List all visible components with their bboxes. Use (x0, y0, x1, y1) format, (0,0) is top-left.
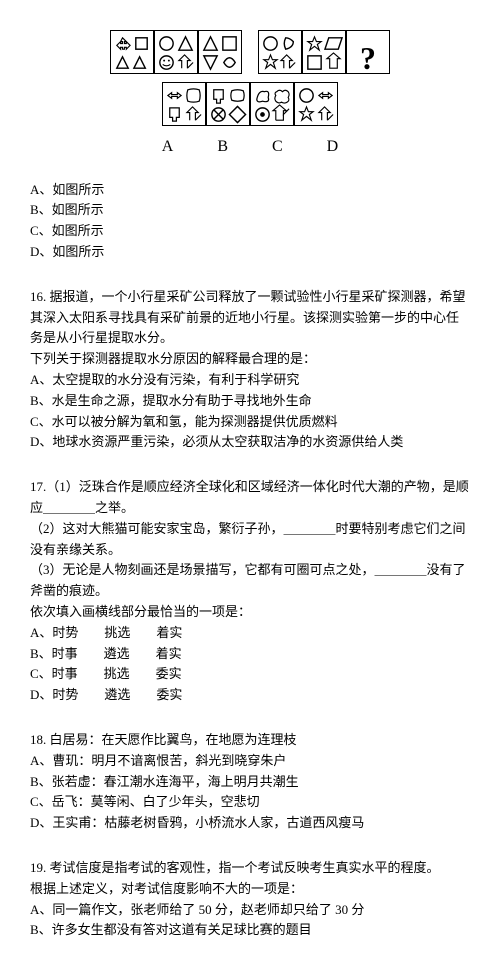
q16-prompt: 下列关于探测器提取水分原因的解释最合理的是： (30, 349, 470, 370)
seq-box-1 (110, 30, 154, 74)
q16-opt-c: C、水可以被分解为氧和氢，能为探测器提供优质燃料 (30, 412, 470, 433)
q18-options: A、曹玑：明月不谙离恨苦，斜光到晓穿朱户 B、张若虚：春江潮水连海平，海上明月共… (30, 751, 470, 834)
q16-opt-b: B、水是生命之源，提取水分有助于寻找地外生命 (30, 391, 470, 412)
sequence-row: ? (30, 30, 470, 74)
q18: 18. 白居易：在天愿作比翼鸟，在地愿为连理枝 A、曹玑：明月不谙离恨苦，斜光到… (30, 730, 470, 834)
q15-opt-c: C、如图所示 (30, 221, 470, 242)
label-b: B (217, 134, 228, 160)
q19-text: 19. 考试信度是指考试的客观性，指一个考试反映考生真实水平的程度。 (30, 858, 470, 879)
q18-opt-d: D、王实甫：枯藤老树昏鸦，小桥流水人家，古道西风瘦马 (30, 813, 470, 834)
seq-box-3 (198, 30, 242, 74)
q17-line1: 17.（1）泛珠合作是顺应经济全球化和区域经济一体化时代大潮的产物，是顺应＿＿＿… (30, 477, 470, 519)
label-c: C (272, 134, 283, 160)
q16-opt-a: A、太空提取的水分没有污染，有利于科学研究 (30, 370, 470, 391)
q16-opt-d: D、地球水资源严重污染，必须从太空获取洁净的水资源供给人类 (30, 432, 470, 453)
q16-text: 16. 据报道，一个小行星采矿公司释放了一颗试验性小行星采矿探测器，希望其深入太… (30, 287, 470, 349)
q17-prompt: 依次填入画横线部分最恰当的一项是： (30, 602, 470, 623)
q-box-3: ? (346, 30, 390, 74)
ans-box-b (206, 82, 250, 126)
q16-options: A、太空提取的水分没有污染，有利于科学研究 B、水是生命之源，提取水分有助于寻找… (30, 370, 470, 453)
q17-line2: （2）这对大熊猫可能安家宝岛，繁衍子孙，＿＿＿＿时要特别考虑它们之间没有亲缘关系… (30, 519, 470, 561)
q17-opt-d: D、时势 遴选 委实 (30, 685, 470, 706)
q19-options: A、同一篇作文，张老师给了 50 分，赵老师却只给了 30 分 B、许多女生都没… (30, 900, 470, 942)
answer-row (30, 82, 470, 126)
q18-opt-b: B、张若虚：春江潮水连海平，海上明月共潮生 (30, 772, 470, 793)
q17: 17.（1）泛珠合作是顺应经济全球化和区域经济一体化时代大潮的产物，是顺应＿＿＿… (30, 477, 470, 706)
q15-opt-d: D、如图所示 (30, 242, 470, 263)
q18-text: 18. 白居易：在天愿作比翼鸟，在地愿为连理枝 (30, 730, 470, 751)
q17-line3: （3）无论是人物刻画还是场景描写，它都有可圈可点之处，＿＿＿＿没有了斧凿的痕迹。 (30, 560, 470, 602)
figure-option-labels: A B C D (30, 134, 470, 160)
ans-box-c (250, 82, 294, 126)
q17-opt-a: A、时势 挑选 着实 (30, 623, 470, 644)
answer-group (162, 82, 338, 126)
q15-opt-a: A、如图所示 (30, 180, 470, 201)
q17-options: A、时势 挑选 着实 B、时事 遴选 着实 C、时事 挑选 委实 D、时势 遴选… (30, 623, 470, 706)
q17-opt-b: B、时事 遴选 着实 (30, 644, 470, 665)
q18-opt-c: C、岳飞：莫等闲、白了少年头，空悲切 (30, 792, 470, 813)
ans-box-a (162, 82, 206, 126)
q16: 16. 据报道，一个小行星采矿公司释放了一颗试验性小行星采矿探测器，希望其深入太… (30, 287, 470, 453)
q19-opt-a: A、同一篇作文，张老师给了 50 分，赵老师却只给了 30 分 (30, 900, 470, 921)
question-mark-icon: ? (360, 33, 376, 84)
q17-opt-c: C、时事 挑选 委实 (30, 664, 470, 685)
q19-prompt: 根据上述定义，对考试信度影响不大的一项是： (30, 879, 470, 900)
sequence-group (110, 30, 242, 74)
q19-opt-b: B、许多女生都没有答对这道有关足球比赛的题目 (30, 920, 470, 941)
label-a: A (162, 134, 174, 160)
q-box-2 (302, 30, 346, 74)
q18-opt-a: A、曹玑：明月不谙离恨苦，斜光到晓穿朱户 (30, 751, 470, 772)
q15-opt-b: B、如图所示 (30, 200, 470, 221)
label-d: D (327, 134, 339, 160)
q15-options: A、如图所示 B、如图所示 C、如图所示 D、如图所示 (30, 180, 470, 263)
q-box-1 (258, 30, 302, 74)
q19: 19. 考试信度是指考试的客观性，指一个考试反映考生真实水平的程度。 根据上述定… (30, 858, 470, 941)
figure-area: ? (30, 30, 470, 160)
seq-box-2 (154, 30, 198, 74)
ans-box-d (294, 82, 338, 126)
question-group: ? (258, 30, 390, 74)
